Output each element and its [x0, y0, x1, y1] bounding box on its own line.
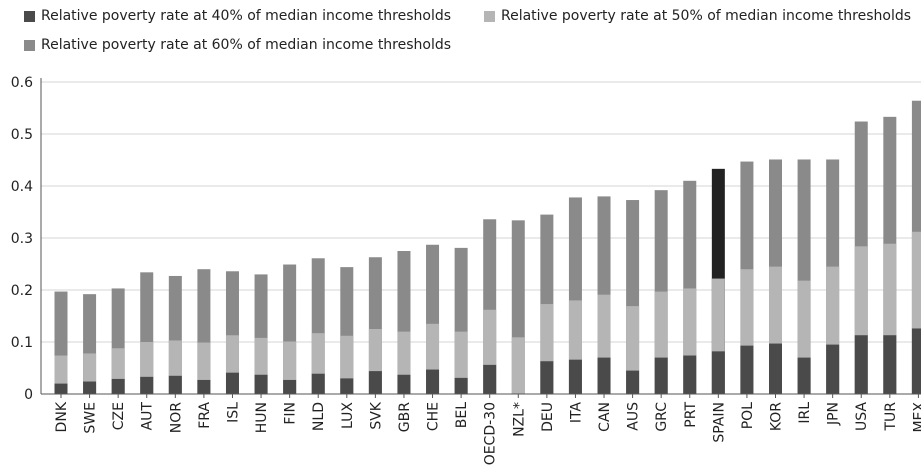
x-tick-label: MEX	[911, 402, 921, 433]
bar-svk-s0	[368, 371, 382, 394]
bar-cze-s0	[111, 378, 125, 394]
bar-hun-s0	[254, 374, 268, 394]
bar-grc-s0	[654, 357, 668, 394]
x-tick-label: KOR	[769, 402, 785, 431]
x-tick-label: SPAIN	[711, 402, 727, 443]
bar-usa-s0	[854, 335, 868, 394]
bar-irl-s0	[797, 357, 811, 394]
y-tick-label: 0.4	[11, 179, 33, 195]
bar-nld-s0	[311, 373, 325, 394]
bar-jpn-s0	[826, 344, 840, 394]
bar-aus-s0	[626, 370, 640, 394]
bar-nzl-s1	[511, 337, 525, 394]
x-tick-label: CHE	[426, 402, 442, 431]
x-tick-label: SVK	[368, 401, 384, 429]
bar-gbr-s0	[397, 374, 411, 394]
y-tick-label: 0.6	[11, 75, 33, 91]
y-tick-label: 0.1	[11, 335, 33, 351]
bar-bel-s0	[454, 377, 468, 394]
bar-spain-s0	[711, 351, 725, 394]
bar-kor-s0	[769, 343, 782, 394]
x-tick-label: IRL	[797, 402, 813, 424]
x-tick-label: ISL	[225, 402, 241, 423]
bar-deu-s0	[540, 361, 554, 394]
bar-nor-s0	[168, 375, 182, 394]
x-tick-label: FRA	[197, 402, 213, 429]
bar-lux-s0	[340, 378, 354, 394]
x-tick-label: NOR	[168, 402, 184, 433]
y-tick-label: 0	[24, 387, 33, 403]
bar-mex-s1	[911, 231, 921, 394]
y-tick-label: 0.5	[11, 127, 33, 143]
bar-mex-s0	[911, 328, 921, 394]
bar-fin-s0	[283, 379, 297, 394]
x-axis: DNK SWE CZE AUT NOR FRA ISL HUN FIN NLD LUX SVK GBR C…	[41, 393, 921, 465]
x-tick-label: BEL	[454, 402, 470, 428]
legend-label-50: Relative poverty rate at 50% of median i…	[501, 8, 912, 24]
legend-swatch-60	[24, 39, 35, 51]
x-tick-label: AUS	[626, 402, 642, 431]
y-axis: 0 0.1 0.2 0.3 0.4 0.5 0.6	[11, 75, 42, 403]
bar-isl-s0	[225, 372, 239, 394]
x-tick-label: DEU	[540, 402, 556, 432]
x-tick-label: USA	[854, 402, 870, 431]
bar-swe-s0	[83, 381, 97, 394]
bar-aut-s0	[140, 376, 154, 394]
bar-ita-s0	[568, 359, 582, 394]
bar-tur-s0	[883, 335, 897, 394]
x-tick-label: LUX	[340, 402, 356, 429]
legend-item-40: Relative poverty rate at 40% of median i…	[24, 8, 451, 24]
x-tick-label: POL	[740, 402, 756, 429]
y-tick-label: 0.3	[11, 231, 33, 247]
legend-item-50: Relative poverty rate at 50% of median i…	[484, 8, 911, 24]
legend-item-60: Relative poverty rate at 60% of median i…	[24, 37, 451, 53]
bars	[54, 100, 921, 395]
x-tick-label: CZE	[111, 402, 127, 430]
x-tick-label: DNK	[54, 401, 70, 432]
x-tick-label: NLD	[311, 402, 327, 431]
x-tick-label: GRC	[654, 402, 670, 432]
legend-label-40: Relative poverty rate at 40% of median i…	[41, 8, 452, 24]
chart-legend: Relative poverty rate at 40% of median i…	[0, 0, 921, 60]
x-tick-label: SWE	[83, 402, 99, 434]
bar-fra-s0	[197, 379, 211, 394]
x-tick-label: OECD-30	[483, 402, 499, 465]
x-tick-label: AUT	[140, 402, 156, 431]
y-tick-label: 0.2	[11, 283, 33, 299]
x-tick-label: HUN	[254, 402, 270, 433]
bar-che-s0	[426, 369, 440, 394]
x-tick-label: GBR	[397, 402, 413, 432]
x-tick-label: FIN	[283, 402, 299, 425]
x-tick-label: JPN	[826, 402, 842, 426]
x-tick-label: NZL*	[511, 402, 527, 437]
bar-prt-s0	[683, 355, 697, 394]
legend-swatch-50	[484, 10, 495, 22]
x-tick-label: TUR	[883, 402, 899, 432]
x-tick-label: ITA	[568, 402, 584, 424]
bar-dnk-s0	[54, 383, 68, 394]
x-tick-label: CAN	[597, 402, 613, 432]
bar-can-s0	[597, 357, 611, 394]
legend-swatch-40	[24, 10, 35, 22]
x-tick-label: PRT	[683, 402, 699, 428]
legend-label-60: Relative poverty rate at 60% of median i…	[41, 37, 452, 53]
bar-oecd30-s0	[483, 364, 497, 394]
bar-pol-s0	[740, 345, 754, 394]
